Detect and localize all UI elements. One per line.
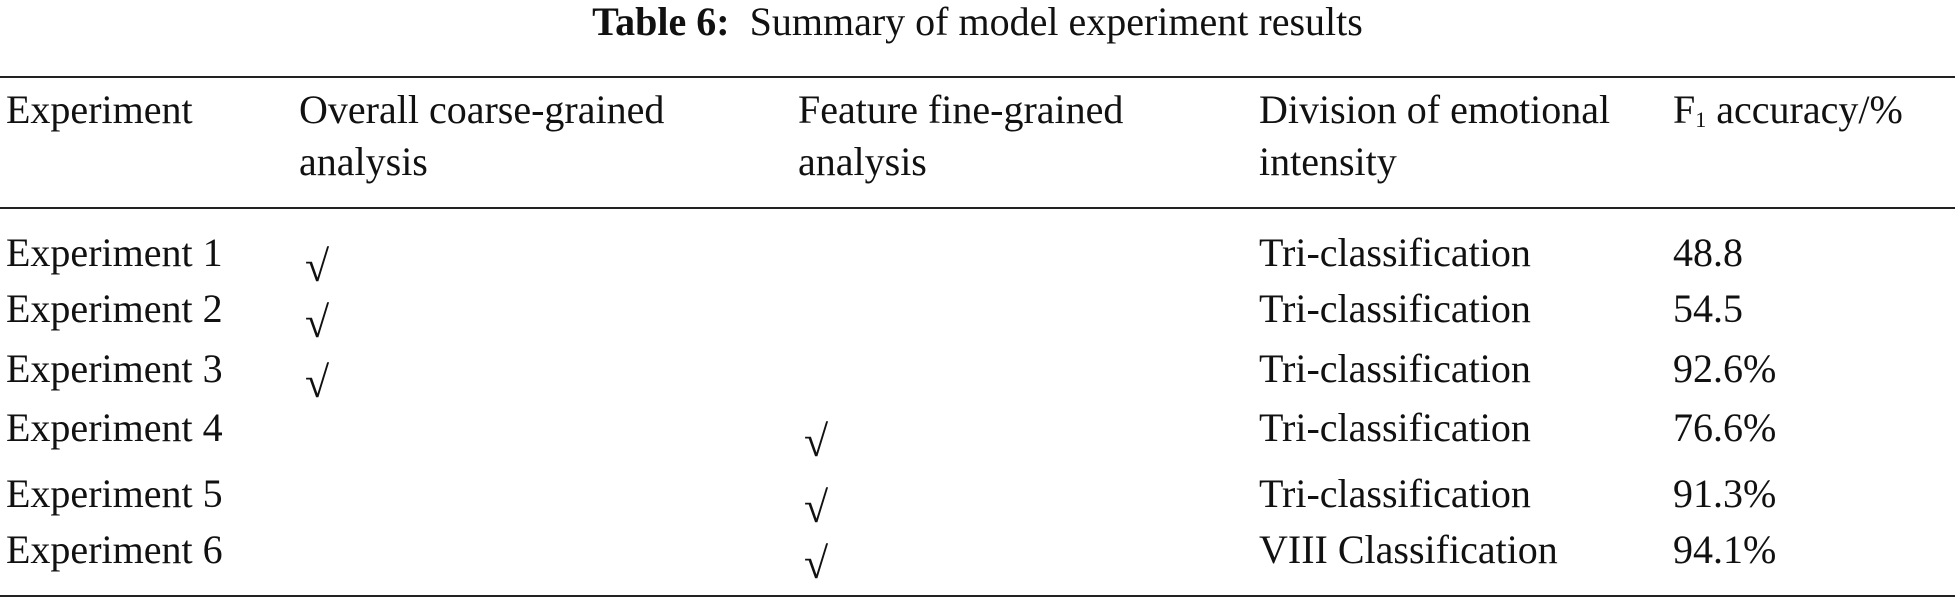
cell: Experiment 5 bbox=[6, 471, 223, 516]
cell: 54.5 bbox=[1673, 286, 1743, 331]
check-mark: √ bbox=[804, 483, 829, 532]
cell: Tri-classification bbox=[1259, 230, 1531, 275]
cell: Tri-classification bbox=[1259, 471, 1531, 516]
bottom-rule bbox=[0, 595, 1955, 597]
cell: 48.8 bbox=[1673, 230, 1743, 275]
cell: 92.6% bbox=[1673, 346, 1777, 391]
check-mark: √ bbox=[305, 242, 330, 291]
caption-title: Summary of model experiment results bbox=[749, 0, 1363, 44]
cell: Tri-classification bbox=[1259, 286, 1531, 331]
check-mark: √ bbox=[305, 358, 330, 407]
header-cell: Feature fine-grained analysis bbox=[798, 87, 1124, 184]
header-cell: Division of emotional intensity bbox=[1259, 87, 1611, 184]
cell: Tri-classification bbox=[1259, 346, 1531, 391]
header-cell: F1 accuracy/% bbox=[1673, 84, 1953, 146]
caption: Table 6: Summary of model experiment res… bbox=[0, 2, 1955, 42]
cell: Experiment 3 bbox=[6, 346, 223, 391]
check-mark: √ bbox=[804, 539, 829, 588]
cell: VIII Classification bbox=[1259, 527, 1558, 572]
header-text: accuracy/% bbox=[1706, 87, 1903, 132]
cell: 94.1% bbox=[1673, 527, 1777, 572]
header-cell: Overall coarse-grained analysis bbox=[299, 87, 665, 184]
mid-rule bbox=[0, 207, 1955, 209]
header-cell: Experiment bbox=[6, 87, 193, 132]
top-rule bbox=[0, 76, 1955, 78]
cell: Experiment 2 bbox=[6, 286, 223, 331]
cell: Experiment 4 bbox=[6, 405, 223, 450]
cell: Experiment 6 bbox=[6, 527, 223, 572]
cell: 76.6% bbox=[1673, 405, 1777, 450]
cell: Tri-classification bbox=[1259, 405, 1531, 450]
cell: Experiment 1 bbox=[6, 230, 223, 275]
caption-label: Table 6: bbox=[592, 0, 730, 44]
check-mark: √ bbox=[804, 417, 829, 466]
header-text: F bbox=[1673, 87, 1696, 132]
check-mark: √ bbox=[305, 298, 330, 347]
cell: 91.3% bbox=[1673, 471, 1777, 516]
header-subscript: 1 bbox=[1695, 107, 1707, 132]
